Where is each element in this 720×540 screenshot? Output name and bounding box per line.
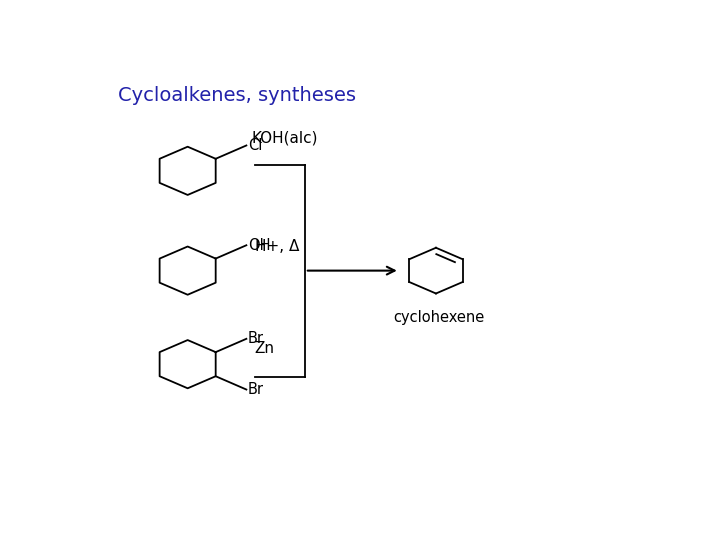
Text: Cl: Cl: [248, 138, 262, 153]
Text: Br: Br: [248, 332, 264, 346]
Text: OH: OH: [248, 238, 271, 253]
Text: Br: Br: [248, 382, 264, 397]
Text: Cycloalkenes, syntheses: Cycloalkenes, syntheses: [118, 85, 356, 105]
Text: KOH(alc): KOH(alc): [252, 131, 318, 146]
Text: H+, Δ: H+, Δ: [255, 239, 299, 254]
Text: Zn: Zn: [255, 341, 274, 356]
Text: cyclohexene: cyclohexene: [393, 310, 485, 325]
